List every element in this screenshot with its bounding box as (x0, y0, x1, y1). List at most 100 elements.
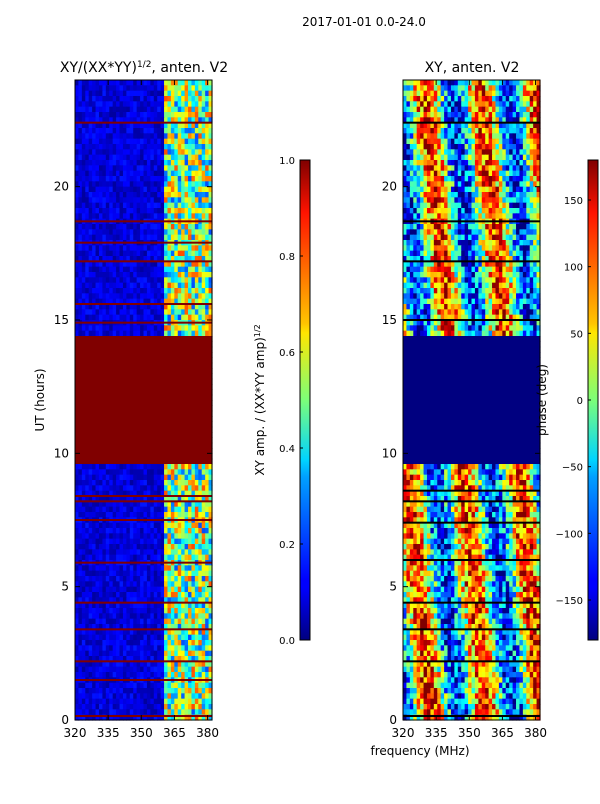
amplitude-heatmap-cell (181, 352, 185, 358)
amplitude-heatmap-cell (99, 592, 103, 598)
amplitude-heatmap-cell (154, 277, 158, 283)
colorbar-tick-label: 0.2 (279, 540, 295, 551)
amplitude-heatmap-cell (96, 645, 100, 651)
amplitude-heatmap-cell (113, 709, 117, 715)
amplitude-heatmap-cell (120, 544, 124, 550)
amplitude-heatmap-cell (99, 389, 103, 395)
amplitude-heatmap-cell (174, 645, 178, 651)
amplitude-heatmap-cell (191, 459, 195, 465)
amplitude-heatmap-cell (123, 277, 127, 283)
amplitude-heatmap-cell (89, 96, 93, 102)
amplitude-heatmap-cell (198, 592, 202, 598)
amplitude-heatmap-cell (99, 651, 103, 657)
amplitude-heatmap-cell (140, 400, 144, 406)
amplitude-heatmap-cell (82, 192, 86, 198)
amplitude-heatmap-cell (171, 667, 175, 673)
amplitude-heatmap-cell (109, 192, 113, 198)
amplitude-heatmap-cell (120, 352, 124, 358)
amplitude-heatmap-cell (178, 192, 182, 198)
amplitude-heatmap-cell (144, 224, 148, 230)
amplitude-heatmap-cell (164, 315, 168, 321)
amplitude-heatmap-cell (171, 251, 175, 257)
amplitude-heatmap-cell (130, 544, 134, 550)
amplitude-heatmap-cell (157, 437, 161, 443)
amplitude-heatmap-cell (89, 85, 93, 91)
amplitude-heatmap-cell (188, 469, 192, 475)
amplitude-heatmap-cell (202, 395, 206, 401)
amplitude-heatmap-cell (181, 651, 185, 657)
amplitude-heatmap-cell (205, 384, 209, 390)
amplitude-heatmap-cell (150, 539, 154, 545)
amplitude-heatmap-cell (123, 544, 127, 550)
amplitude-heatmap-cell (164, 187, 168, 193)
amplitude-heatmap-cell (167, 619, 171, 625)
amplitude-heatmap-cell (150, 437, 154, 443)
amplitude-heatmap-cell (116, 384, 120, 390)
amplitude-heatmap-cell (150, 475, 154, 481)
amplitude-heatmap-cell (140, 357, 144, 363)
amplitude-heatmap-cell (157, 363, 161, 369)
amplitude-heatmap-cell (164, 549, 168, 555)
amplitude-heatmap-cell (147, 384, 151, 390)
amplitude-heatmap-cell (133, 128, 137, 134)
amplitude-heatmap-cell (198, 485, 202, 491)
amplitude-heatmap-cell (99, 523, 103, 529)
amplitude-heatmap-cell (157, 549, 161, 555)
amplitude-heatmap-cell (102, 357, 106, 363)
amplitude-heatmap-cell (137, 352, 141, 358)
amplitude-heatmap-cell (99, 197, 103, 203)
amplitude-heatmap-cell (109, 453, 113, 459)
amplitude-heatmap-cell (167, 528, 171, 534)
amplitude-heatmap-cell (178, 608, 182, 614)
amplitude-heatmap-cell (181, 213, 185, 219)
amplitude-heatmap-cell (164, 251, 168, 257)
amplitude-heatmap-cell (113, 507, 117, 513)
amplitude-heatmap-cell (102, 277, 106, 283)
amplitude-heatmap-cell (123, 587, 127, 593)
amplitude-heatmap-cell (167, 576, 171, 582)
amplitude-heatmap-cell (96, 485, 100, 491)
amplitude-heatmap-cell (191, 272, 195, 278)
amplitude-heatmap-cell (75, 187, 79, 193)
amplitude-heatmap-cell (85, 427, 89, 433)
y-tick-label: 20 (54, 180, 69, 194)
amplitude-heatmap-cell (133, 693, 137, 699)
amplitude-heatmap-cell (198, 277, 202, 283)
amplitude-heatmap-cell (167, 459, 171, 465)
amplitude-heatmap-cell (144, 325, 148, 331)
amplitude-heatmap-cell (202, 213, 206, 219)
amplitude-heatmap-cell (116, 133, 120, 139)
amplitude-heatmap-cell (113, 101, 117, 107)
amplitude-heatmap-cell (113, 336, 117, 342)
amplitude-heatmap-cell (130, 635, 134, 641)
amplitude-heatmap-cell (195, 475, 199, 481)
amplitude-heatmap-cell (126, 427, 130, 433)
amplitude-heatmap-cell (89, 368, 93, 374)
amplitude-heatmap-cell (154, 475, 158, 481)
amplitude-heatmap-cell (109, 608, 113, 614)
phase-heatmap-cell (424, 85, 428, 91)
amplitude-heatmap-cell (157, 576, 161, 582)
amplitude-heatmap-cell (89, 192, 93, 198)
amplitude-heatmap-cell (137, 480, 141, 486)
amplitude-heatmap-cell (157, 448, 161, 454)
amplitude-heatmap-cell (167, 272, 171, 278)
amplitude-heatmap-cell (133, 699, 137, 705)
amplitude-heatmap-cell (205, 96, 209, 102)
amplitude-heatmap-cell (99, 400, 103, 406)
amplitude-heatmap-cell (120, 469, 124, 475)
amplitude-heatmap-cell (191, 389, 195, 395)
amplitude-heatmap-cell (78, 283, 82, 289)
amplitude-heatmap-cell (113, 565, 117, 571)
amplitude-heatmap-cell (161, 571, 165, 577)
amplitude-heatmap-cell (191, 507, 195, 513)
amplitude-heatmap-cell (191, 336, 195, 342)
amplitude-heatmap-cell (191, 544, 195, 550)
amplitude-heatmap-cell (116, 688, 120, 694)
amplitude-heatmap-cell (92, 400, 96, 406)
amplitude-heatmap-cell (178, 480, 182, 486)
amplitude-heatmap-cell (89, 171, 93, 177)
amplitude-heatmap-cell (147, 427, 151, 433)
amplitude-heatmap-cell (92, 229, 96, 235)
amplitude-heatmap-cell (202, 352, 206, 358)
